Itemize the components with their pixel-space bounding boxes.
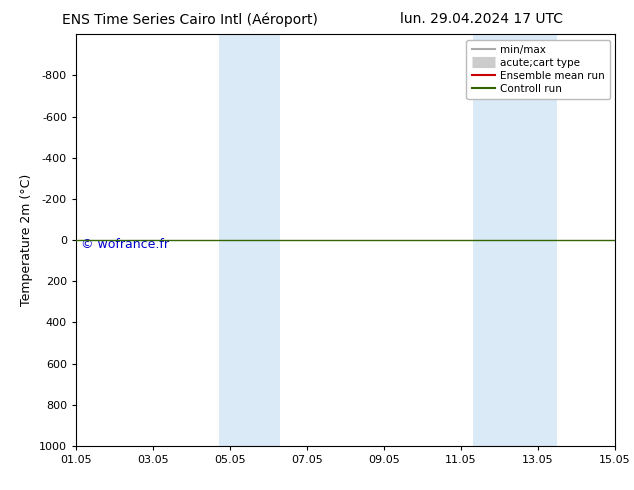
Bar [472, 34, 557, 446]
Y-axis label: Temperature 2m (°C): Temperature 2m (°C) [20, 174, 34, 306]
Text: © wofrance.fr: © wofrance.fr [81, 238, 169, 251]
Text: lun. 29.04.2024 17 UTC: lun. 29.04.2024 17 UTC [400, 12, 564, 26]
Text: ENS Time Series Cairo Intl (Aéroport): ENS Time Series Cairo Intl (Aéroport) [62, 12, 318, 27]
Legend: min/max, acute;cart type, Ensemble mean run, Controll run: min/max, acute;cart type, Ensemble mean … [467, 40, 610, 99]
Bar [219, 34, 280, 446]
